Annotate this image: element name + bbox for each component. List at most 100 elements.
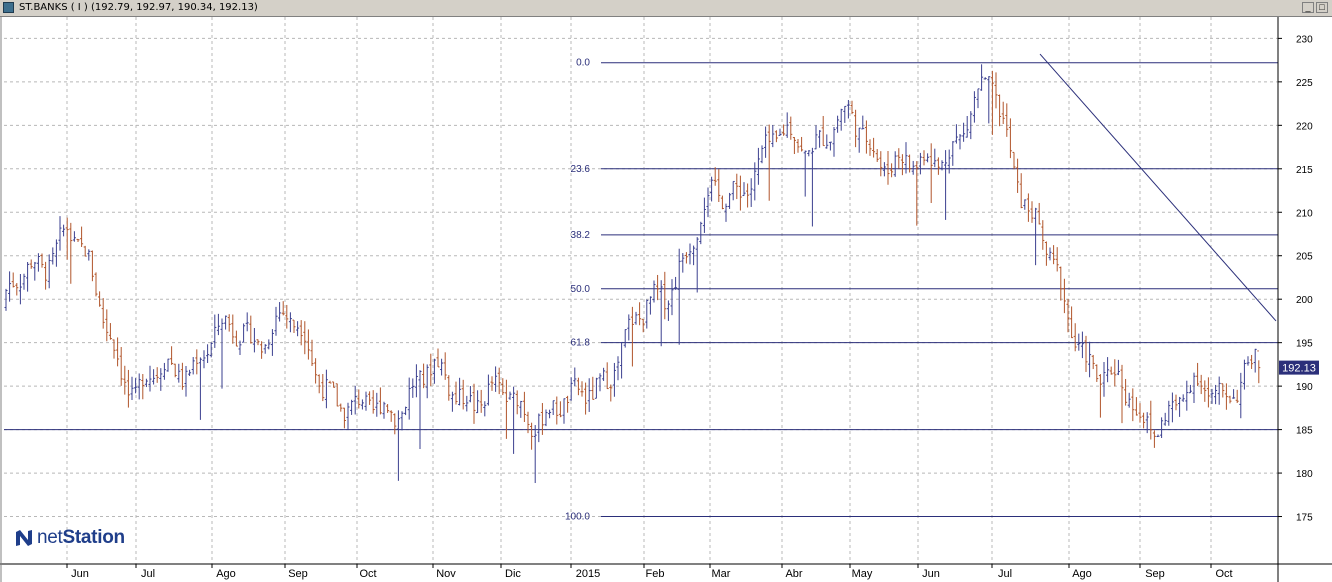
ohlc-bar	[990, 70, 994, 135]
ohlc-bar	[69, 222, 73, 284]
maximize-button[interactable]: □	[1316, 2, 1328, 13]
ohlc-bar	[857, 127, 861, 153]
ohlc-bar	[918, 152, 922, 175]
fib-level-label: 38.2	[571, 230, 591, 241]
price-chart[interactable]: 0.0 23.6 38.2 50.0 61.8 100.0 175 180 185 190 195…	[0, 17, 1332, 582]
ohlc-bar	[209, 342, 213, 358]
ohlc-bar	[274, 306, 278, 336]
x-tick-label: Dic	[505, 568, 521, 580]
ohlc-bar	[1116, 359, 1120, 376]
ohlc-bar	[1138, 403, 1142, 423]
ohlc-bar	[130, 376, 134, 401]
ohlc-bar	[836, 115, 840, 133]
ohlc-bar	[580, 381, 584, 397]
ohlc-bar	[245, 312, 249, 332]
ohlc-bar	[807, 150, 811, 157]
ohlc-bar	[814, 125, 818, 150]
ohlc-bar	[389, 410, 393, 422]
ohlc-bar	[436, 348, 440, 368]
y-tick-label: 230	[1296, 34, 1313, 45]
ohlc-bar	[479, 389, 483, 413]
ohlc-bar	[339, 403, 343, 412]
ohlc-bar	[472, 383, 476, 424]
ohlc-bar	[126, 369, 130, 408]
ohlc-bar	[317, 374, 321, 394]
ohlc-bar	[432, 358, 436, 384]
ohlc-bar	[854, 109, 858, 148]
ohlc-bar	[692, 245, 696, 266]
ohlc-bar	[252, 327, 256, 353]
ohlc-bar	[627, 314, 631, 341]
ohlc-bar	[922, 150, 926, 166]
ohlc-bar	[738, 175, 742, 211]
ohlc-bar	[51, 247, 55, 265]
ohlc-bar	[1203, 380, 1207, 402]
ohlc-bar	[1242, 359, 1246, 390]
ohlc-bar	[616, 356, 620, 381]
ohlc-bar	[911, 160, 915, 175]
ohlc-bar	[80, 226, 84, 247]
ohlc-bar	[368, 391, 372, 405]
ohlc-bar	[411, 378, 415, 398]
ohlc-bar	[310, 339, 314, 366]
ohlc-bar	[292, 319, 296, 334]
chart-axes: 175 180 185 190 195 200 205 210 215 220 225 230 Jun J…	[0, 17, 1332, 582]
ohlc-bar	[710, 176, 714, 202]
ohlc-bar	[904, 142, 908, 174]
ohlc-bar	[148, 365, 152, 392]
ohlc-bar	[296, 321, 300, 337]
ohlc-bar	[62, 224, 66, 237]
ohlc-bar	[663, 271, 667, 320]
ohlc-bar	[825, 134, 829, 149]
ohlc-bar	[1192, 372, 1196, 404]
ohlc-bar	[234, 330, 238, 347]
study-lines: 0.0 23.6 38.2 50.0 61.8 100.0	[4, 53, 1278, 523]
ohlc-bar	[206, 344, 210, 364]
ohlc-bar	[760, 145, 764, 164]
y-tick-label: 190	[1296, 382, 1313, 393]
ohlc-bar	[94, 272, 98, 297]
ohlc-bar	[587, 378, 591, 412]
ohlc-bar	[720, 195, 724, 210]
ohlc-bar	[1106, 357, 1110, 383]
ohlc-bar	[1073, 323, 1077, 352]
ohlc-bar	[681, 253, 685, 273]
ohlc-bar	[504, 379, 508, 439]
ohlc-bar	[1084, 335, 1088, 373]
ohlc-bar	[886, 151, 890, 185]
ohlc-bar	[810, 147, 814, 227]
minimize-button[interactable]: _	[1302, 2, 1314, 13]
ohlc-bar	[494, 366, 498, 392]
ohlc-bar	[270, 329, 274, 356]
ohlc-bar	[443, 352, 447, 380]
ohlc-bar	[465, 395, 469, 412]
y-tick-label: 200	[1296, 295, 1313, 306]
ohlc-bar	[267, 339, 271, 350]
ohlc-bar	[1044, 241, 1048, 266]
y-tick-label: 225	[1296, 78, 1313, 89]
ohlc-bar	[951, 141, 955, 166]
ohlc-bar	[940, 160, 944, 171]
ohlc-bar	[515, 390, 519, 415]
ohlc-bar	[1149, 400, 1153, 440]
ohlc-bar	[54, 239, 58, 267]
ohlc-bar	[1080, 331, 1084, 359]
ohlc-bar	[198, 357, 202, 420]
window-menu-icon[interactable]	[3, 2, 14, 13]
ohlc-bar	[180, 362, 184, 390]
fib-level-label: 23.6	[571, 164, 591, 175]
ohlc-bar	[555, 396, 559, 425]
ohlc-bar	[558, 401, 562, 418]
ohlc-bar	[584, 382, 588, 415]
ohlc-bar	[105, 309, 109, 342]
ohlc-bar	[1012, 151, 1016, 170]
ohlc-bar	[573, 367, 577, 387]
y-tick-label: 180	[1296, 469, 1313, 480]
ohlc-bar	[11, 272, 15, 288]
x-tick-label: Sep	[1145, 568, 1165, 580]
ohlc-bar	[875, 149, 879, 162]
ohlc-bar	[1185, 380, 1189, 411]
ohlc-bar	[33, 261, 37, 281]
ohlc-bar	[15, 283, 19, 296]
ohlc-bar	[861, 115, 865, 130]
